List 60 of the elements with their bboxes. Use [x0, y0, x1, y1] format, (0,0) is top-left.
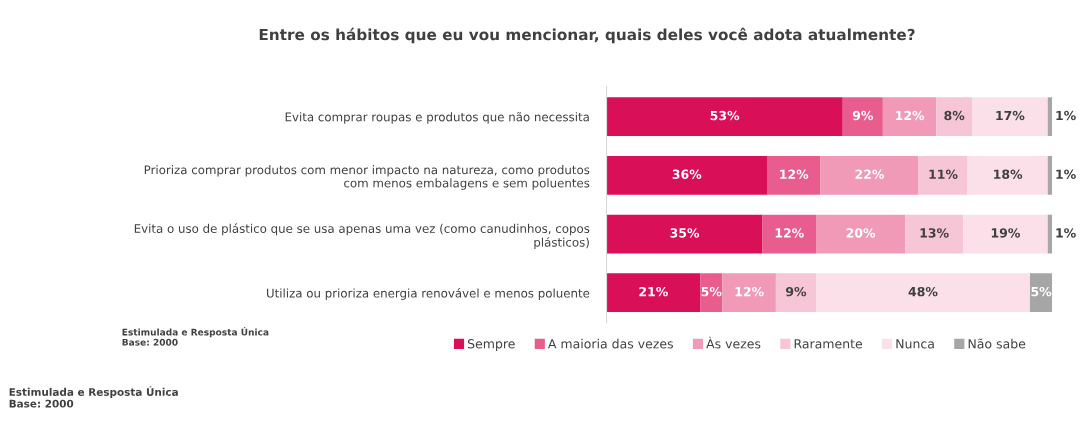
y-tick-label: Utiliza ou prioriza energia renovável e menos poluente: [267, 288, 590, 300]
bar: [918, 155, 968, 195]
data-label: 11%: [929, 169, 958, 179]
text: Estimulada e Resposta Única Base: 2000: [122, 327, 269, 346]
legend-label: Nunca: [896, 339, 934, 349]
data-label: 1%: [1056, 110, 1076, 121]
bar: [606, 214, 763, 254]
y-tick-label: Evita comprar roupas e produtos que não necessita: [285, 112, 589, 124]
data-label: 12%: [735, 286, 764, 297]
bar: [816, 214, 906, 254]
y-tick-label: Evita o uso de plástico que se usa apenas uma vez (como canudinhos, copos plásticos): [134, 223, 590, 250]
data-label: 48%: [908, 286, 938, 297]
bar: [775, 273, 817, 313]
bar: [882, 97, 937, 136]
data-label: 22%: [855, 169, 885, 179]
legend-label: Sempre: [467, 339, 515, 351]
bar: [606, 97, 843, 136]
text: Estimulada e Resposta Única Base: 2000: [9, 386, 178, 408]
data-label: 12%: [780, 169, 809, 179]
legend-label: Às vezes: [706, 336, 761, 349]
data-label: 21%: [639, 286, 668, 297]
bar: [816, 273, 1030, 313]
bar: [700, 273, 723, 313]
data-label: 1%: [1056, 169, 1076, 179]
legend-label: A maioria das vezes: [548, 338, 673, 349]
bar: [722, 273, 776, 313]
bar: [1047, 155, 1053, 195]
bar: [762, 214, 817, 254]
bar: [1047, 97, 1053, 136]
data-label: 35%: [670, 228, 700, 238]
data-label: 12%: [896, 110, 925, 121]
data-label: 13%: [920, 228, 949, 238]
data-label: 20%: [846, 228, 876, 238]
bar: [963, 214, 1048, 254]
data-label: 5%: [701, 286, 722, 297]
y-tick-label: Prioriza comprar produtos com menor impacto na natureza, como produtos com menos embalagens e sem poluentes: [144, 165, 590, 190]
bar: [936, 97, 972, 136]
legend-label: Não sabe: [968, 338, 1026, 349]
bar: [905, 214, 964, 254]
data-label: 12%: [775, 228, 804, 238]
bar: [842, 97, 883, 136]
data-label: 18%: [994, 169, 1023, 179]
bar: [972, 97, 1048, 136]
chart-title: Entre os hábitos que eu vou mencionar, quais deles você adota atualmente?: [259, 27, 915, 44]
data-label: 9%: [785, 286, 807, 297]
data-label: 19%: [991, 228, 1020, 238]
data-label: 1%: [1056, 228, 1076, 238]
bar: [1029, 273, 1053, 313]
data-label: 36%: [672, 169, 702, 179]
bar: [766, 155, 821, 195]
data-label: 5%: [1031, 286, 1052, 297]
legend-label: Raramente: [794, 339, 863, 349]
data-label: 8%: [944, 110, 965, 121]
bar: [606, 273, 701, 313]
bar: [606, 155, 767, 195]
bar: [967, 155, 1048, 195]
bar: [820, 155, 919, 195]
data-label: 17%: [996, 110, 1025, 121]
data-label: 9%: [852, 110, 874, 121]
data-label: 53%: [710, 110, 740, 121]
